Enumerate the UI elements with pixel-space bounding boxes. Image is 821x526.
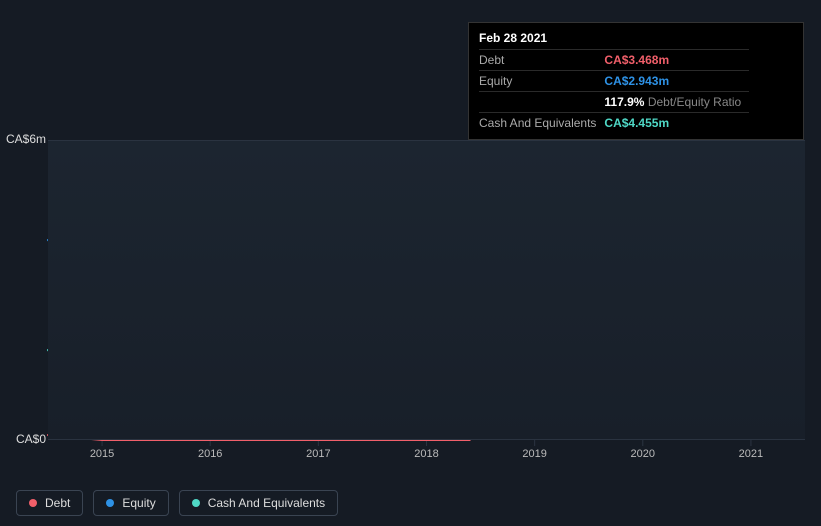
chart-tooltip: Feb 28 2021 Debt CA$3.468m Equity CA$2.9… <box>468 22 804 140</box>
tooltip-equity-value: CA$2.943m <box>604 71 749 92</box>
tooltip-debt-label: Debt <box>479 50 604 71</box>
legend-item-equity[interactable]: Equity <box>93 490 168 516</box>
legend-item-cash[interactable]: Cash And Equivalents <box>179 490 338 516</box>
legend-dot-icon <box>29 499 37 507</box>
tooltip-date: Feb 28 2021 <box>479 29 793 47</box>
x-tick-label: 2021 <box>731 448 771 460</box>
legend-dot-icon <box>106 499 114 507</box>
x-tick-label: 2017 <box>298 448 338 460</box>
legend-dot-icon <box>192 499 200 507</box>
chart-container: CA$6mCA$0 2015201620172018201920202021 <box>16 120 805 500</box>
tooltip-cash-value: CA$4.455m <box>604 113 749 134</box>
x-tick-label: 2015 <box>82 448 122 460</box>
tooltip-table: Debt CA$3.468m Equity CA$2.943m 117.9% D… <box>479 49 749 133</box>
tooltip-ratio-label: Debt/Equity Ratio <box>648 95 741 109</box>
legend-label: Debt <box>45 496 70 510</box>
tooltip-ratio-blank <box>479 92 604 113</box>
chart-legend: Debt Equity Cash And Equivalents <box>16 490 338 516</box>
tooltip-ratio-value: 117.9% <box>604 95 644 109</box>
tooltip-debt-value: CA$3.468m <box>604 50 749 71</box>
tooltip-equity-label: Equity <box>479 71 604 92</box>
legend-item-debt[interactable]: Debt <box>16 490 83 516</box>
tooltip-cash-label: Cash And Equivalents <box>479 113 604 134</box>
tooltip-ratio: 117.9% Debt/Equity Ratio <box>604 92 749 113</box>
x-tick-label: 2020 <box>623 448 663 460</box>
y-tick-label: CA$6m <box>2 132 46 146</box>
legend-label: Equity <box>122 496 155 510</box>
y-tick-label: CA$0 <box>2 432 46 446</box>
x-tick-label: 2019 <box>515 448 555 460</box>
x-tick-label: 2016 <box>190 448 230 460</box>
plot-background <box>48 140 805 440</box>
x-tick-label: 2018 <box>407 448 447 460</box>
legend-label: Cash And Equivalents <box>208 496 325 510</box>
